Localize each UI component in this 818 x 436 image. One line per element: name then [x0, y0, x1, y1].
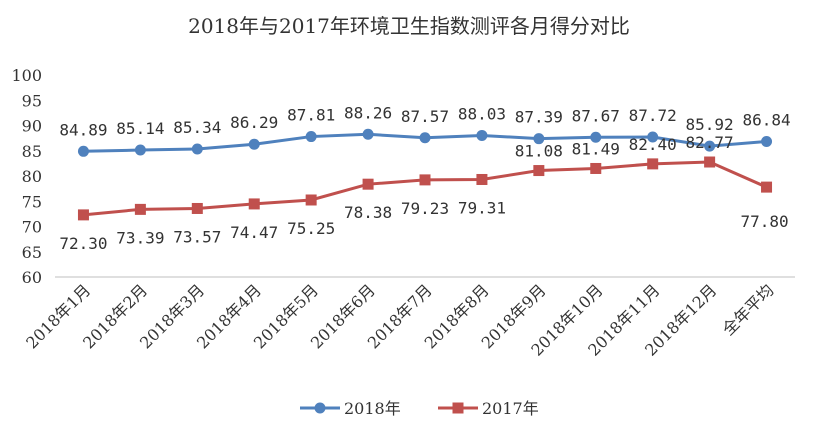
data-point-marker: [419, 174, 431, 186]
data-point-marker: [248, 138, 260, 150]
data-point-marker: [362, 178, 374, 190]
data-label: 79.31: [458, 198, 506, 217]
data-label: 72.30: [59, 234, 107, 253]
data-label: 81.49: [572, 139, 620, 158]
data-label: 79.23: [401, 199, 449, 218]
x-tick-label: 全年平均: [719, 280, 778, 339]
legend-marker: [452, 402, 464, 414]
data-point-marker: [305, 194, 317, 206]
data-label: 87.81: [287, 106, 335, 125]
data-point-marker: [476, 129, 488, 141]
data-label: 88.26: [344, 103, 392, 122]
y-tick-label: 90: [22, 117, 42, 136]
data-label: 82.40: [629, 135, 677, 154]
legend-label: 2018年: [344, 399, 401, 418]
data-label: 73.57: [173, 227, 221, 246]
data-label: 75.25: [287, 219, 335, 238]
data-label: 77.80: [740, 212, 788, 231]
y-tick-label: 80: [22, 167, 42, 186]
data-label: 87.39: [515, 108, 563, 127]
data-label: 85.34: [173, 118, 221, 137]
legend-label: 2017年: [482, 399, 539, 418]
data-point-marker: [77, 145, 89, 157]
y-tick-label: 100: [11, 66, 42, 85]
y-tick-label: 70: [22, 218, 42, 237]
data-point-marker: [476, 173, 488, 185]
y-tick-label: 60: [22, 268, 42, 287]
data-point-marker: [191, 143, 203, 155]
data-label: 84.89: [59, 120, 107, 139]
data-point-marker: [533, 165, 545, 177]
data-label: 82.77: [686, 133, 734, 152]
data-point-marker: [590, 131, 602, 143]
y-tick-label: 75: [22, 192, 42, 211]
chart-title: 2018年与2017年环境卫生指数测评各月得分对比: [188, 14, 630, 38]
data-label: 87.72: [629, 106, 677, 125]
data-label: 88.03: [458, 104, 506, 123]
y-tick-label: 95: [22, 91, 42, 110]
data-point-marker: [533, 133, 545, 145]
data-point-marker: [362, 128, 374, 140]
data-point-marker: [77, 209, 89, 221]
data-label: 86.84: [742, 110, 790, 129]
data-point-marker: [761, 181, 773, 193]
data-point-marker: [704, 140, 716, 152]
data-point-marker: [134, 203, 146, 215]
data-label: 85.14: [116, 119, 164, 138]
data-label: 78.38: [344, 203, 392, 222]
y-tick-label: 85: [22, 142, 42, 161]
legend-marker: [314, 402, 326, 414]
data-point-marker: [647, 158, 659, 170]
data-point-marker: [704, 156, 716, 168]
data-label: 73.39: [116, 228, 164, 247]
y-tick-label: 65: [22, 243, 42, 262]
data-label: 85.92: [686, 115, 734, 134]
data-point-marker: [134, 144, 146, 156]
data-point-marker: [248, 198, 260, 210]
data-point-marker: [647, 131, 659, 143]
data-point-marker: [761, 135, 773, 147]
data-label: 87.67: [572, 106, 620, 125]
data-point-marker: [419, 132, 431, 144]
data-point-marker: [590, 162, 602, 174]
data-label: 87.57: [401, 107, 449, 126]
data-point-marker: [305, 131, 317, 143]
data-label: 81.08: [515, 142, 563, 161]
data-label: 86.29: [230, 113, 278, 132]
data-point-marker: [191, 202, 203, 214]
data-label: 74.47: [230, 223, 278, 242]
